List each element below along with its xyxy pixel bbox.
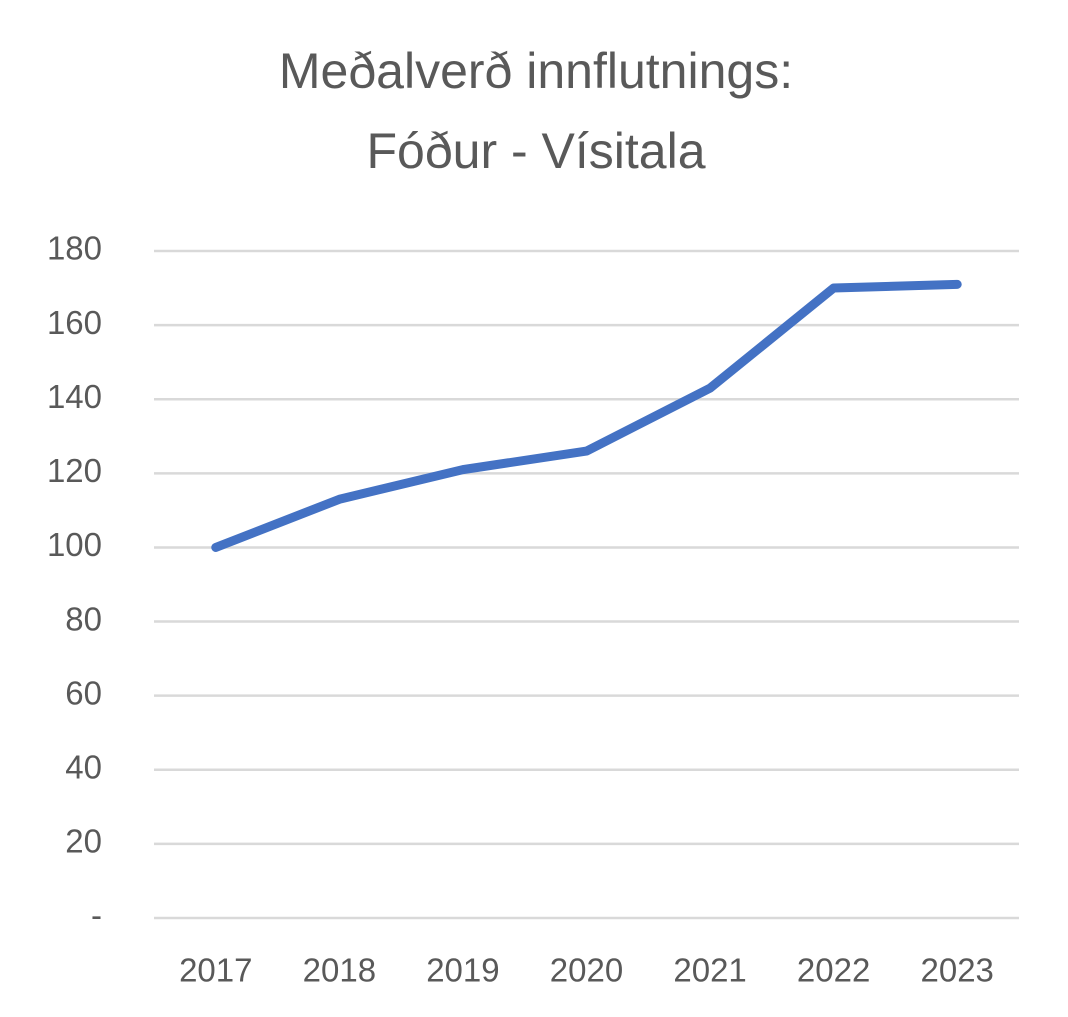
x-tick-label: 2020 [550,952,623,989]
x-tick-label: 2023 [921,952,994,989]
y-tick-label: 160 [47,304,102,341]
y-tick-label: 180 [47,230,102,267]
y-tick-label: 20 [65,823,102,860]
x-tick-label: 2021 [673,952,746,989]
y-tick-label: 80 [65,600,102,637]
y-tick-label: 40 [65,748,102,785]
y-tick-label: 140 [47,378,102,415]
x-tick-label: 2018 [303,952,376,989]
y-tick-label: 120 [47,452,102,489]
y-tick-label: - [91,897,102,934]
line [211,279,962,552]
x-tick-label: 2022 [797,952,870,989]
y-tick-label: 100 [47,526,102,563]
chart-title: Fóður - Vísitala [366,123,705,179]
chart-title: Meðalverð innflutnings: [279,43,793,99]
x-tick-label: 2017 [179,952,252,989]
y-tick-label: 60 [65,674,102,711]
x-tick-label: 2019 [426,952,499,989]
